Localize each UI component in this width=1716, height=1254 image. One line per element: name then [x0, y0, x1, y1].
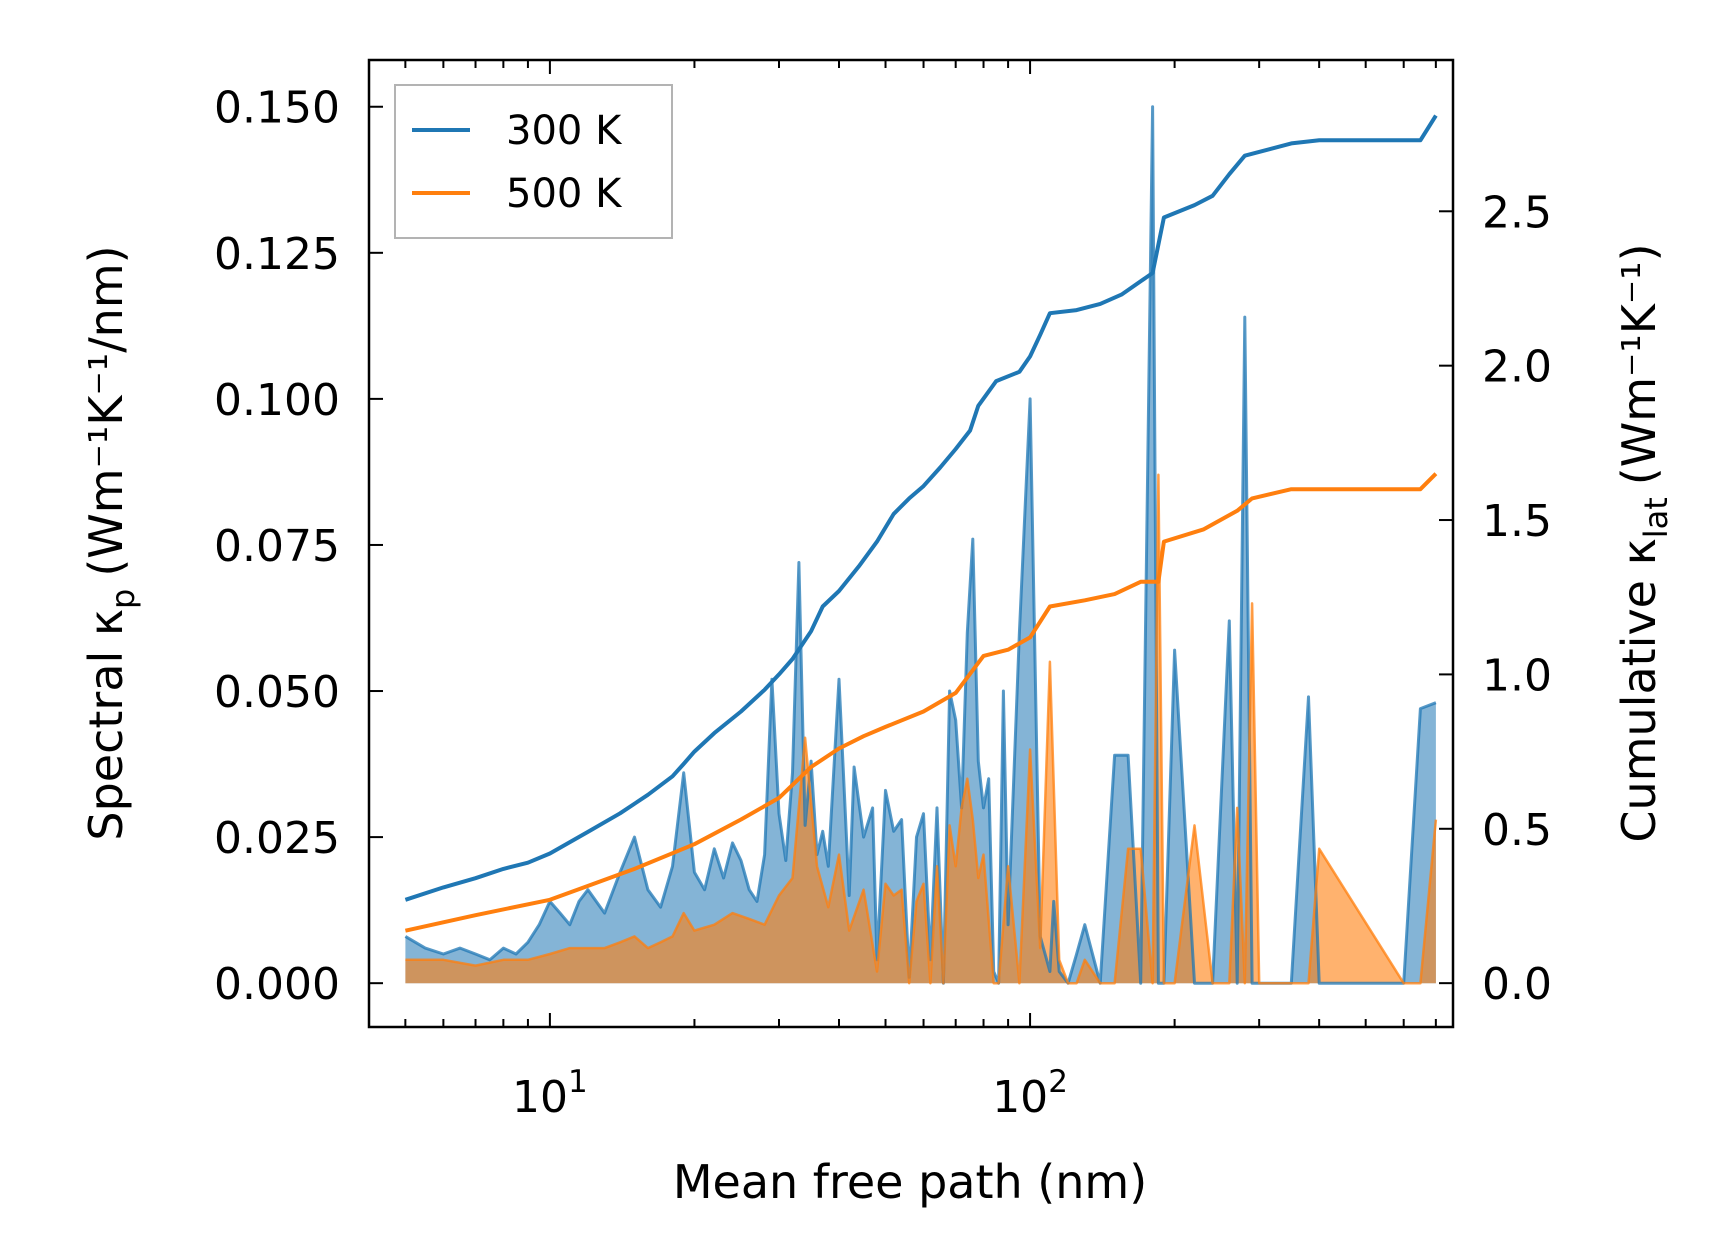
left-axis-title-units: (Wm⁻¹K⁻¹/nm): [79, 245, 133, 576]
y-left-tick-label: 0.100: [214, 375, 340, 426]
x-tick-label-base: 10: [992, 1072, 1048, 1123]
legend-label-500k: 500 K: [506, 171, 623, 217]
legend: 300 K 500 K: [394, 84, 673, 239]
spectral-line-300k: [404, 105, 1437, 985]
y-left-tick-label: 0.025: [214, 813, 340, 864]
legend-label-300k: 300 K: [506, 108, 623, 154]
cumulative-lines: [404, 114, 1438, 933]
x-tick-label-exponent: 2: [1048, 1064, 1068, 1100]
y-right-tick-label: 0.0: [1482, 959, 1552, 1010]
left-axis-title-sub: p: [104, 589, 142, 609]
cumulative-line-500k: [404, 472, 1438, 933]
y-left-tick-label: 0.050: [214, 667, 340, 718]
y-right-tick-label: 0.5: [1482, 805, 1552, 856]
cumulative-line-300k: [404, 114, 1438, 902]
x-tick-label: 101: [512, 1064, 588, 1123]
legend-box: [394, 84, 673, 239]
left-axis-title-prefix: Spectral κ: [79, 609, 133, 841]
y-left-tick-label: 0.150: [214, 83, 340, 134]
x-tick-label-exponent: 1: [568, 1064, 588, 1100]
y-right-tick-label: 1.5: [1482, 496, 1552, 547]
y-left-tick-label: 0.000: [214, 959, 340, 1010]
right-axis-title-prefix: Cumulative κ: [1612, 538, 1666, 842]
y-left-tick-label: 0.125: [214, 229, 340, 280]
spectral-fill-300k: [405, 106, 1436, 984]
right-axis-title-units: (Wm⁻¹K⁻¹): [1612, 243, 1666, 485]
x-axis-title: Mean free path (nm): [673, 1155, 1147, 1209]
right-axis-title-sub: lat: [1637, 497, 1675, 538]
axis-ticks: [369, 60, 1453, 1027]
y-right-tick-label: 2.5: [1482, 187, 1552, 238]
left-axis-title: Spectral κp (Wm⁻¹K⁻¹/nm): [79, 245, 142, 840]
spectral-line-500k: [405, 473, 1438, 985]
spectral-fill-500k: [405, 474, 1436, 984]
y-left-tick-label: 0.075: [214, 521, 340, 572]
right-axis-title: Cumulative κlat (Wm⁻¹K⁻¹): [1612, 243, 1675, 842]
x-tick-label-base: 10: [512, 1072, 568, 1123]
x-tick-label: 102: [992, 1064, 1068, 1123]
y-right-tick-label: 2.0: [1482, 342, 1552, 393]
spectral-fills: [405, 106, 1436, 984]
tick-labels: 101 1020.0000.0250.0500.0750.1000.1250.15…: [214, 83, 1552, 1123]
plot-frame: [367, 58, 1455, 1029]
spectral-lines: [404, 105, 1438, 985]
y-right-tick-label: 1.0: [1482, 650, 1552, 701]
